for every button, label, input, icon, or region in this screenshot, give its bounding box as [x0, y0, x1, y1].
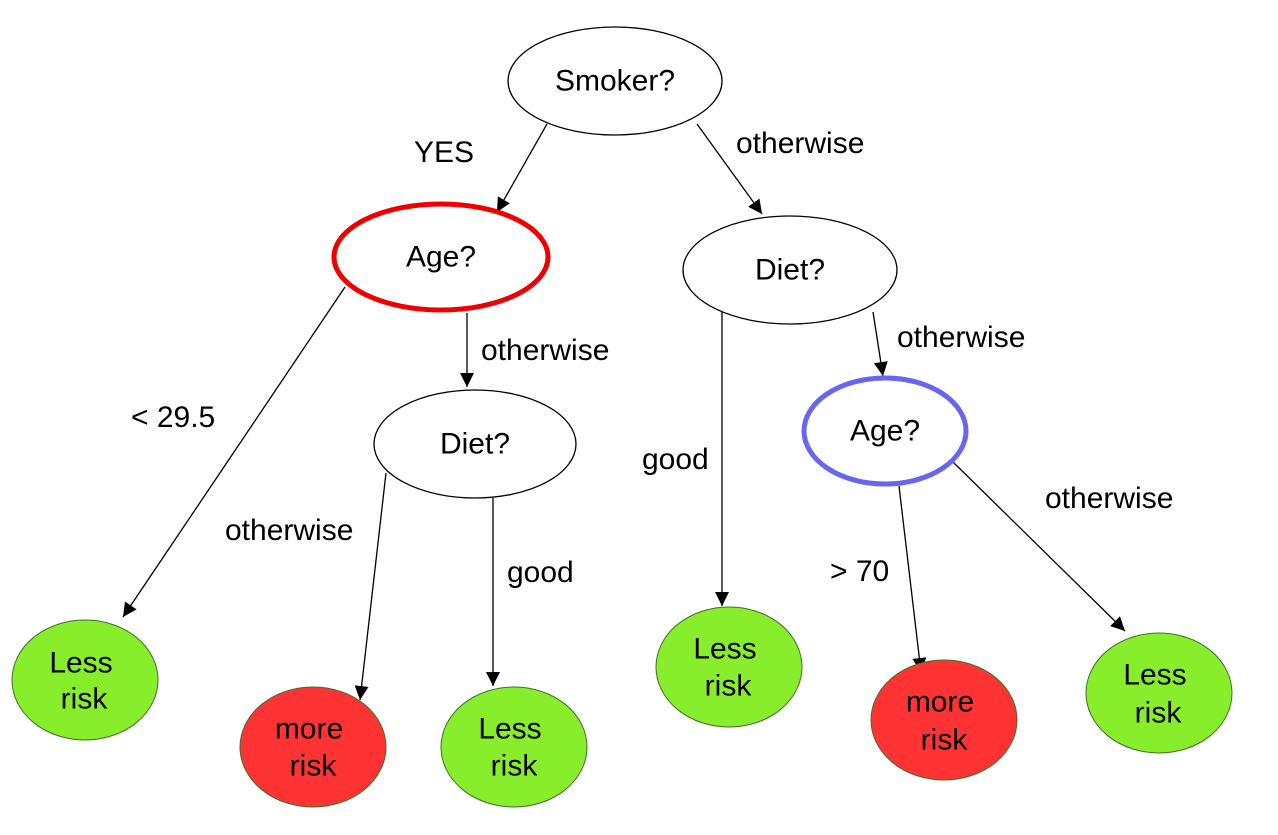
leaf-more-risk-2-line1: more	[906, 686, 974, 719]
edge-age-left-to-leaf1	[122, 286, 346, 618]
edge-diet-mid-to-leaf2	[354, 472, 387, 701]
node-diet-right-shape	[682, 215, 898, 325]
leaf-less-risk-3-shape	[655, 606, 803, 728]
node-diet-mid-label: Diet?	[440, 428, 510, 461]
leaf-less-risk-3-line1: Less	[693, 633, 756, 666]
leaf-less-risk-2-line1: Less	[478, 713, 541, 746]
edge-root-to-age-left	[496, 123, 548, 213]
leaf-less-risk-1: Less risk	[11, 619, 159, 741]
node-diet-mid-shape	[373, 389, 577, 499]
node-age-right-label: Age?	[850, 415, 920, 448]
edge-labels: YES otherwise < 29.5 otherwise otherwise…	[131, 127, 1173, 589]
edge-label-age-right-otherwise: otherwise	[1045, 482, 1173, 515]
leaf-less-risk-1-line1: Less	[49, 647, 112, 680]
node-diet-mid: Diet?	[373, 389, 577, 499]
edge-root-to-diet-right	[696, 123, 763, 215]
edge-label-age-lt: < 29.5	[131, 401, 215, 434]
leaf-less-risk-2-line2: risk	[491, 750, 539, 783]
edge-age-right-to-leaf6	[952, 461, 1126, 632]
node-root-label: Smoker?	[555, 65, 675, 98]
leaf-less-risk-4-line2: risk	[1135, 697, 1183, 730]
leaf-less-risk-2-shape	[440, 686, 588, 808]
node-age-left-label: Age?	[406, 241, 476, 274]
edge-label-diet-mid-good: good	[507, 556, 574, 589]
node-age-left-shape	[331, 201, 551, 313]
edge-label-yes: YES	[414, 136, 474, 169]
node-diet-right-label: Diet?	[755, 254, 825, 287]
leaf-less-risk-4-line1: Less	[1123, 659, 1186, 692]
leaf-more-risk-2: more risk	[870, 659, 1018, 781]
node-diet-right: Diet?	[682, 215, 898, 325]
leaf-more-risk-2-shape	[870, 659, 1018, 781]
node-root: Smoker?	[507, 26, 723, 136]
node-age-right-shape	[801, 375, 969, 487]
node-age-left: Age?	[331, 201, 551, 313]
node-root-shape	[507, 26, 723, 136]
edge-label-diet-mid-otherwise: otherwise	[225, 514, 353, 547]
edge-label-root-otherwise: otherwise	[736, 127, 864, 160]
edge-label-diet-right-good: good	[642, 443, 709, 476]
leaf-less-risk-3-line2: risk	[705, 670, 753, 703]
leaf-less-risk-2: Less risk	[440, 686, 588, 808]
leaf-more-risk-1-shape	[239, 686, 387, 808]
edge-label-diet-right-otherwise: otherwise	[897, 321, 1025, 354]
leaf-more-risk-2-line2: risk	[921, 724, 969, 757]
leaf-less-risk-4: Less risk	[1085, 632, 1233, 754]
node-age-right: Age?	[801, 375, 969, 487]
edge-diet-right-to-age-right	[872, 311, 888, 377]
leaf-more-risk-1-line2: risk	[290, 750, 338, 783]
edge-label-age-gt: > 70	[830, 555, 889, 588]
leaf-less-risk-1-line2: risk	[61, 683, 109, 716]
edge-label-age-otherwise: otherwise	[481, 334, 609, 367]
leaf-less-risk-3: Less risk	[655, 606, 803, 728]
edge-age-right-to-leaf5	[898, 485, 927, 673]
leaf-less-risk-1-shape	[11, 619, 159, 741]
leaf-more-risk-1: more risk	[239, 686, 387, 808]
leaf-less-risk-4-shape	[1085, 632, 1233, 754]
edges	[122, 123, 1126, 701]
leaf-more-risk-1-line1: more	[275, 713, 343, 746]
